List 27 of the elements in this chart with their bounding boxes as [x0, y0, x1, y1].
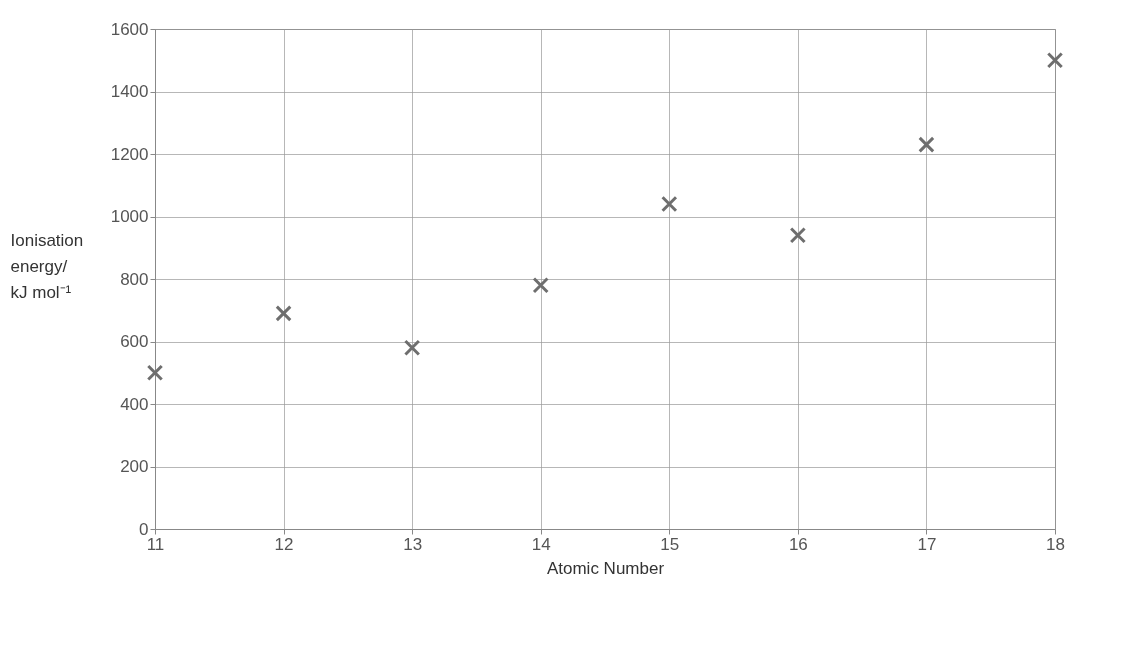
x-tick-label: 13	[403, 534, 423, 554]
y-tick-label: 800	[120, 269, 149, 289]
point	[1046, 52, 1064, 69]
y-axis-title: Ionisation energy/ kJ mol⁻¹	[10, 230, 84, 302]
y-tick-label: 600	[120, 332, 149, 351]
x-tick-label: 12	[274, 534, 294, 554]
x-tick-label: 15	[660, 534, 680, 554]
y-tick-label: 1200	[110, 144, 149, 164]
y-tick-label: 0	[139, 519, 149, 539]
point	[918, 136, 935, 153]
y-tick-label: 1600	[110, 19, 149, 39]
x-tick-label: 16	[788, 534, 808, 554]
point	[661, 195, 678, 213]
point	[403, 339, 421, 356]
x-tick-label: 17	[917, 534, 937, 554]
y-tick-label: 1000	[110, 207, 149, 226]
x-tick-label: 11	[146, 534, 165, 554]
x-axis-title: Atomic Number	[546, 558, 665, 578]
point	[275, 305, 292, 322]
point	[146, 364, 164, 381]
point	[789, 227, 807, 244]
y-tick-label: 1400	[110, 82, 149, 101]
y-tick-label: 400	[120, 394, 149, 414]
x-tick-label: 14	[531, 534, 551, 554]
y-tick-label: 200	[120, 457, 149, 476]
point	[532, 277, 549, 294]
x-tick-label: 18	[1046, 534, 1065, 554]
